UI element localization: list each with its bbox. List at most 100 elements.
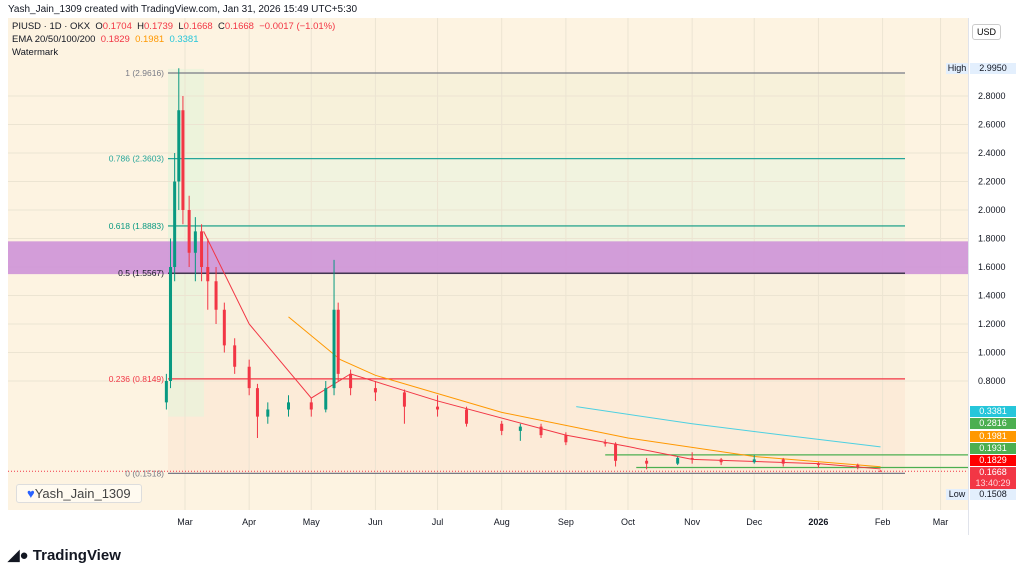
watermark-indicator-label[interactable]: Watermark [12, 47, 59, 58]
low-value-badge: 0.1508 [970, 489, 1016, 500]
candle-body [332, 309, 336, 389]
tv-logo-icon: ◢● [8, 547, 29, 564]
heart-icon: ♥ [27, 486, 35, 501]
o-label: O [95, 21, 103, 32]
candle-body [816, 463, 820, 466]
candle-body [349, 373, 353, 389]
candle-body [373, 388, 377, 393]
candle-body [402, 392, 406, 407]
h-label: H [137, 21, 145, 32]
candle-body [181, 110, 185, 210]
price-badge: 0.3381 [970, 406, 1016, 417]
candle-body [177, 110, 181, 182]
candle-body [169, 267, 173, 381]
ema200-value: 0.3381 [169, 34, 199, 45]
high-value: 0.1739 [144, 21, 174, 32]
fib-band [168, 378, 905, 474]
low-value: 0.1668 [183, 21, 213, 32]
time-tick-label: 2026 [808, 517, 828, 527]
open-value: 0.1704 [102, 21, 132, 32]
candle-body [603, 442, 607, 444]
time-tick-label: Oct [621, 517, 636, 527]
time-tick-label: Jun [368, 517, 383, 527]
fib-level-label: 1 (2.9616) [125, 68, 164, 78]
candle-body [336, 309, 340, 374]
price-tick-label: 1.6000 [978, 262, 1006, 272]
high-label: High [946, 63, 968, 74]
c-label: C [218, 21, 225, 32]
ema50-value: 0.1981 [135, 34, 165, 45]
price-badge: 0.1981 [970, 430, 1016, 442]
price-tick-label: 1.2000 [978, 319, 1006, 329]
last-price-badge: 0.1668 [970, 467, 1016, 478]
price-tick-label: 2.0000 [978, 205, 1006, 215]
candle-body [879, 470, 883, 472]
fib-level-label: 0 (0.1518) [125, 468, 164, 478]
candle-body [436, 406, 440, 410]
candle-body [856, 465, 860, 467]
candle-body [676, 457, 680, 464]
time-tick-label: Feb [875, 517, 891, 527]
resistance-zone [8, 241, 968, 275]
fib-band [168, 72, 905, 159]
symbol[interactable]: PIUSD · 1D · OKX [12, 21, 91, 32]
l-label: L [178, 21, 184, 32]
chart-credit: Yash_Jain_1309 created with TradingView.… [8, 4, 358, 15]
candle-body [690, 457, 694, 460]
fib-level-label: 0.236 (0.8149) [109, 374, 164, 384]
watermark-text: Yash_Jain_1309 [34, 486, 131, 501]
candle-body [719, 459, 723, 463]
price-tick-label: 2.4000 [978, 148, 1006, 158]
price-tick-label: 2.2000 [978, 177, 1006, 187]
candle-body [324, 388, 328, 410]
candle-body [222, 309, 226, 346]
time-tick-label: Apr [242, 517, 256, 527]
currency-button[interactable]: USD [972, 24, 1002, 40]
fib-level-label: 0.5 (1.5567) [118, 268, 164, 278]
price-badge: 0.1931 [970, 442, 1016, 454]
watermark: ♥Yash_Jain_1309 [16, 484, 142, 503]
candle-body [233, 345, 237, 367]
price-tick-label: 2.6000 [978, 120, 1006, 130]
bar-countdown: 13:40:29 [970, 478, 1016, 489]
price-tick-label: 1.8000 [978, 234, 1006, 244]
price-tick-label: 0.8000 [978, 376, 1006, 386]
time-tick-label: Dec [746, 517, 763, 527]
ema200-line [576, 406, 881, 448]
fib-band [168, 158, 905, 226]
candle-body [465, 409, 469, 424]
candle-body [255, 388, 259, 417]
candle-body [564, 435, 568, 443]
candle-body [309, 402, 313, 410]
candle-body [752, 459, 756, 463]
candle-body [164, 381, 168, 403]
price-tick-label: 1.4000 [978, 291, 1006, 301]
candle-body [500, 423, 504, 431]
time-tick-label: Mar [177, 517, 193, 527]
change-value: −0.0017 (−1.01%) [259, 21, 336, 32]
time-tick-label: Mar [933, 517, 949, 527]
price-badge: 0.2816 [970, 418, 1016, 430]
low-label: Low [946, 489, 968, 500]
fib-level-label: 0.618 (1.8883) [109, 221, 164, 231]
ema20-value: 0.1829 [100, 34, 130, 45]
chart-legend: PIUSD · 1D · OKX O0.1704 H0.1739 L0.1668… [12, 20, 335, 59]
price-badge: 0.1829 [970, 455, 1016, 467]
candle-body [539, 426, 543, 436]
price-tick-label: 1.0000 [978, 348, 1006, 358]
close-value: 0.1668 [224, 21, 254, 32]
candle-body [193, 231, 197, 253]
ema-row[interactable]: EMA 20/50/100/200 0.1829 0.1981 0.3381 [12, 33, 335, 46]
time-tick-label: Nov [684, 517, 701, 527]
time-tick-label: Jul [432, 517, 444, 527]
candle-body [200, 231, 204, 267]
candle-body [614, 443, 618, 461]
fib-band [168, 273, 905, 379]
candle-body [247, 366, 251, 389]
candle-body [645, 460, 649, 464]
tradingview-logo[interactable]: ◢● TradingView [8, 546, 121, 564]
candle-body [781, 459, 785, 464]
candle-body [214, 281, 218, 310]
time-tick-label: Sep [558, 517, 574, 527]
